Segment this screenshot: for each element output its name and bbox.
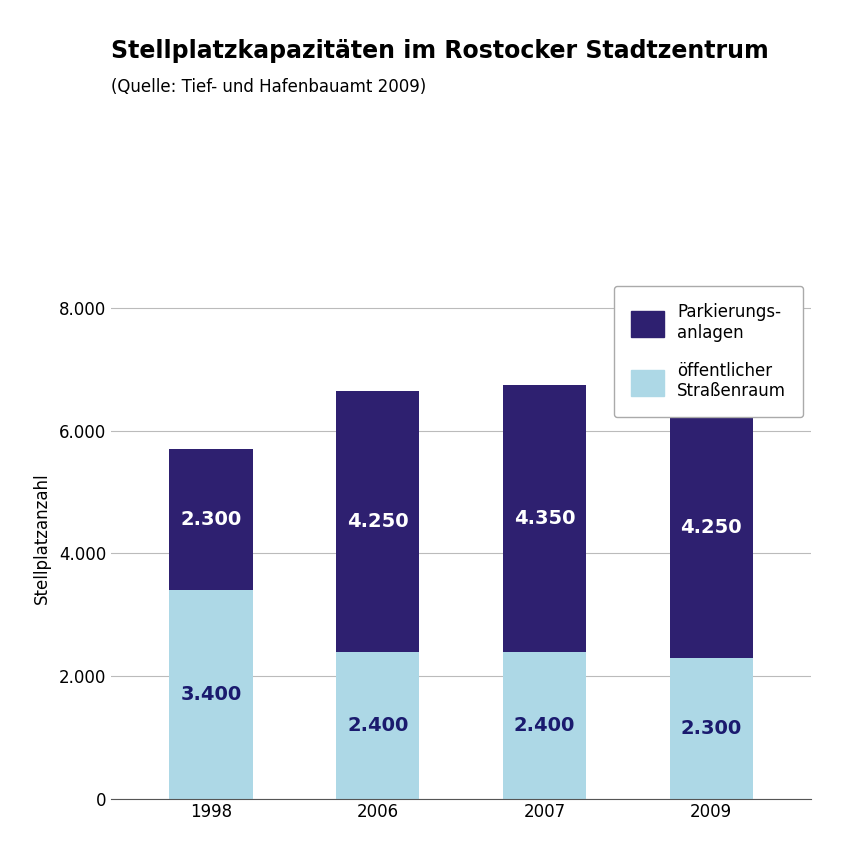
Bar: [669, 398, 752, 658]
Bar: [669, 658, 752, 799]
Bar: [336, 391, 419, 652]
Text: (Quelle: Tief- und Hafenbauamt 2009): (Quelle: Tief- und Hafenbauamt 2009): [111, 78, 426, 96]
Legend: Parkierungs-
anlagen, öffentlicher
Straßenraum: Parkierungs- anlagen, öffentlicher Straß…: [613, 286, 802, 417]
Bar: [502, 652, 585, 799]
Text: 3.400: 3.400: [180, 685, 241, 704]
Bar: [336, 652, 419, 799]
Text: 4.250: 4.250: [680, 518, 741, 537]
Text: 2.300: 2.300: [180, 510, 241, 529]
Text: 2.400: 2.400: [514, 715, 575, 734]
Text: 2.300: 2.300: [680, 719, 741, 738]
Y-axis label: Stellplatzanzahl: Stellplatzanzahl: [32, 472, 50, 604]
Bar: [502, 385, 585, 652]
Text: 2.400: 2.400: [346, 715, 408, 734]
Text: Stellplatzkapazitäten im Rostocker Stadtzentrum: Stellplatzkapazitäten im Rostocker Stadt…: [111, 39, 768, 63]
Text: 4.250: 4.250: [346, 512, 408, 531]
Bar: [169, 590, 252, 799]
Bar: [169, 450, 252, 590]
Text: 4.350: 4.350: [514, 509, 575, 528]
